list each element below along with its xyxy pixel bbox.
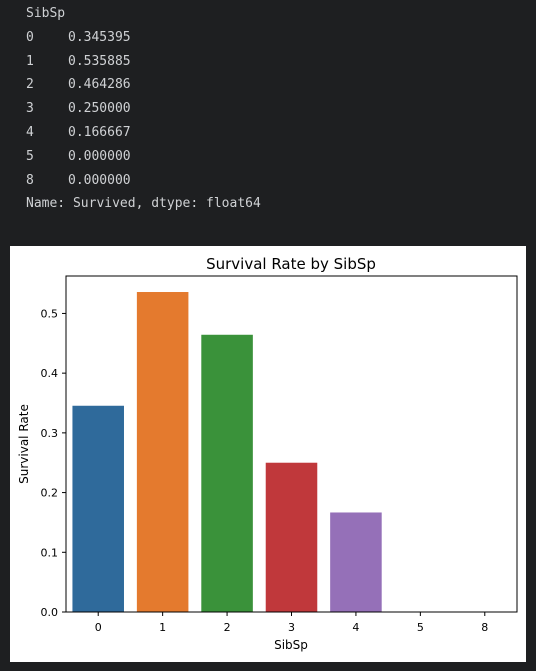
bar-0: [72, 405, 124, 612]
row-index: 4: [26, 124, 34, 140]
y-tick-label: 0.3: [41, 427, 59, 440]
bar-4: [330, 512, 382, 612]
x-tick-label: 2: [224, 621, 231, 634]
y-tick-label: 0.4: [41, 367, 59, 380]
row-index: 8: [26, 172, 34, 188]
row-index: 5: [26, 148, 34, 164]
row-value: 0.166667: [68, 124, 131, 140]
x-tick-label: 1: [159, 621, 166, 634]
series-row: 0 0.345395: [26, 26, 536, 50]
row-value: 0.250000: [68, 101, 131, 117]
chart-title: Survival Rate by SibSp: [206, 255, 376, 273]
bar-1: [136, 292, 189, 612]
series-header: SibSp: [26, 6, 66, 21]
row-index: 0: [26, 29, 34, 45]
series-row: 1 0.535885: [26, 50, 536, 74]
row-index: 2: [26, 77, 34, 93]
row-value: 0.464286: [68, 77, 131, 93]
x-tick-label: 8: [481, 621, 488, 634]
x-tick-label: 3: [288, 621, 295, 634]
y-tick-label: 0.2: [41, 487, 59, 500]
row-value: 0.535885: [68, 53, 131, 69]
row-value: 0.000000: [68, 172, 131, 188]
x-tick-label: 5: [417, 621, 424, 634]
series-row: 2 0.464286: [26, 73, 536, 97]
series-row: 5 0.000000: [26, 145, 536, 169]
row-value: 0.345395: [68, 29, 131, 45]
series-rows: 0 0.345395 1 0.535885 2 0.464286 3 0.250000 4 0.1…: [26, 26, 536, 193]
chart-figure: Survival Rate by SibSp 0.0 0.1 0.2 0.3 0.4 0.…: [10, 246, 526, 662]
row-index: 3: [26, 101, 34, 117]
y-tick-label: 0.1: [41, 546, 59, 559]
series-footer: Name: Survived, dtype: float64: [26, 196, 261, 212]
row-value: 0.000000: [68, 148, 131, 164]
x-tick-label: 0: [95, 621, 102, 634]
bar-2: [201, 334, 253, 612]
x-tick-label: 4: [352, 621, 359, 634]
cell-output: SibSp 0 0.345395 1 0.535885 2 0.464286 3 0.2500…: [0, 0, 536, 216]
bar-chart: Survival Rate by SibSp 0.0 0.1 0.2 0.3 0.4 0.…: [17, 255, 518, 652]
series-row: 3 0.250000: [26, 97, 536, 121]
plot-frame: [65, 275, 518, 613]
x-axis-label: SibSp: [274, 638, 308, 652]
series-row: 4 0.166667: [26, 121, 536, 145]
row-index: 1: [26, 53, 34, 69]
series-row: 8 0.000000: [26, 169, 536, 193]
bar-3: [265, 462, 318, 612]
y-tick-label: 0.5: [41, 307, 59, 320]
y-tick-label: 0.0: [41, 606, 59, 619]
y-axis-label: Survival Rate: [17, 404, 31, 484]
